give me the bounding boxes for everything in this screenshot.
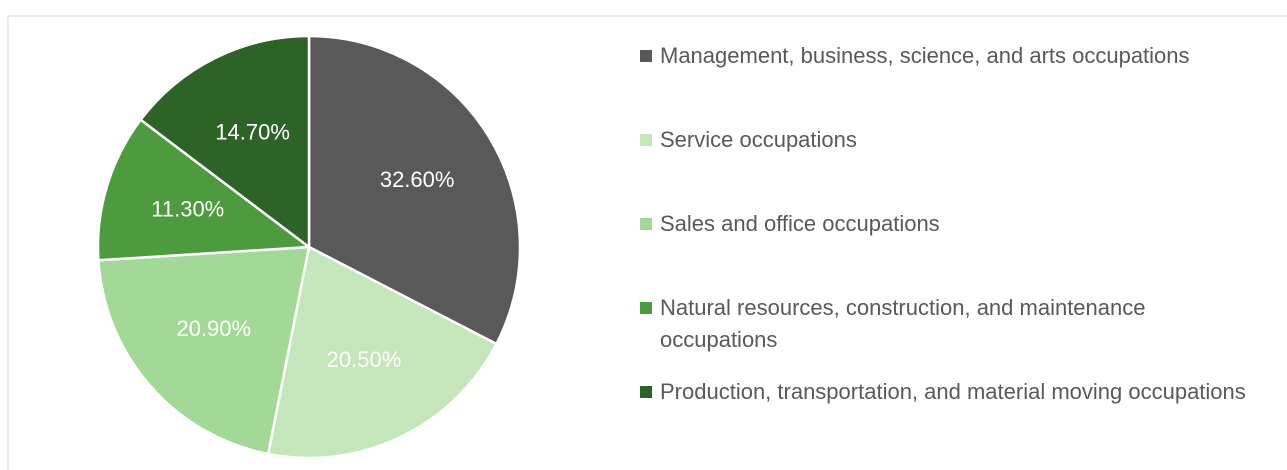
pie-slice bbox=[266, 245, 499, 460]
legend-entry: Natural resources, construction, and mai… bbox=[640, 292, 1250, 356]
legend-label: Management, business, science, and arts … bbox=[660, 43, 1190, 68]
legend-label: Natural resources, construction, and mai… bbox=[660, 295, 1146, 352]
pie-slice bbox=[307, 34, 522, 346]
data-label: 11.30% bbox=[151, 196, 224, 221]
pie-slice bbox=[97, 245, 311, 456]
data-label: 20.90% bbox=[176, 316, 251, 341]
pie-slice bbox=[138, 34, 311, 250]
legend-swatch bbox=[640, 302, 652, 314]
data-label: 32.60% bbox=[380, 167, 455, 192]
legend-entry: Management, business, science, and arts … bbox=[640, 40, 1250, 72]
legend-swatch bbox=[640, 386, 652, 398]
pie-slice bbox=[96, 118, 313, 262]
legend-swatch bbox=[640, 218, 652, 230]
legend-label: Production, transportation, and material… bbox=[660, 379, 1246, 404]
chart-frame bbox=[7, 15, 1287, 470]
legend-entry: Production, transportation, and material… bbox=[640, 376, 1250, 408]
legend-label: Service occupations bbox=[660, 127, 857, 152]
data-label: 14.70% bbox=[215, 119, 290, 144]
legend-entry: Service occupations bbox=[640, 124, 1250, 156]
legend-swatch bbox=[640, 50, 652, 62]
data-label: 20.50% bbox=[327, 347, 402, 372]
legend-label: Sales and office occupations bbox=[660, 211, 940, 236]
legend-entry: Sales and office occupations bbox=[640, 208, 1250, 240]
legend-swatch bbox=[640, 134, 652, 146]
